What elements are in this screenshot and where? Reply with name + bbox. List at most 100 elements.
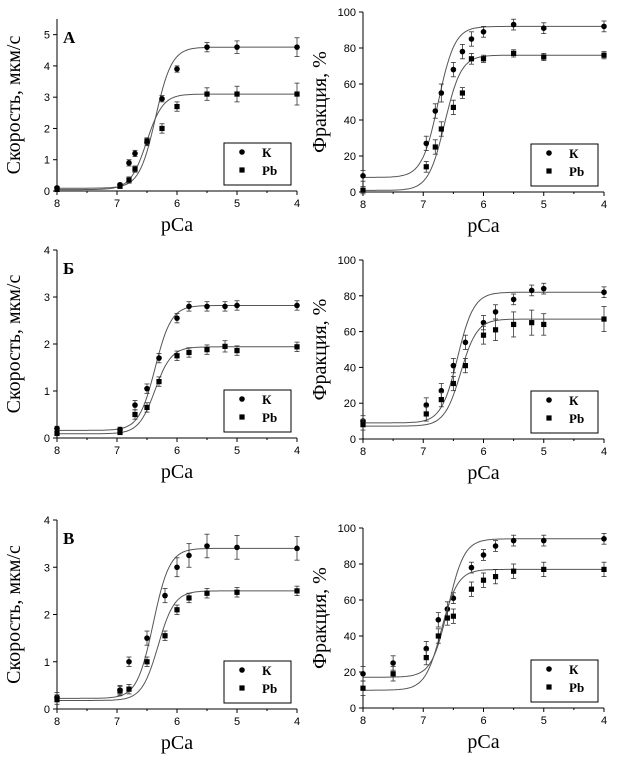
y-tick-label: 4 [44,61,50,73]
legend-label: К [262,663,272,678]
data-point [174,564,180,571]
panel-label: В [63,529,74,548]
y-tick-label: 20 [344,398,356,410]
data-point [432,144,438,150]
data-point [234,302,240,309]
y-tick-label: 2 [44,610,50,622]
x-tick-label: 6 [480,199,486,211]
y-tick-label: 100 [338,523,356,535]
data-point [462,363,469,369]
fit-curve [57,547,297,699]
data-point [144,385,150,392]
data-point [450,613,456,619]
data-point [126,160,132,166]
x-tick-label: 4 [601,715,607,727]
y-tick-label: 80 [344,291,356,303]
y-tick-label: 5 [44,30,50,42]
data-point [204,303,210,310]
data-point [294,344,300,350]
x-tick-label: 6 [174,198,180,210]
data-point [480,552,487,558]
data-point [435,633,441,639]
data-point [234,347,240,354]
y-axis-title: Фракция, % [309,299,331,401]
y-axis-title: Фракция, % [309,51,331,153]
data-point [390,660,396,666]
y-tick-label: 60 [344,595,356,607]
chart-panel: 8 7 6 5 4 0 1 2 3 4 pCa Скорость, мкм/с В К Pb [3,515,300,754]
data-point [132,166,138,172]
data-point [601,536,607,542]
data-point [132,150,138,157]
data-point [174,103,180,110]
legend-label: Pb [262,163,277,178]
x-tick-label: 8 [54,716,60,728]
data-point [186,595,192,601]
data-point [541,566,547,572]
data-point [510,296,517,303]
x-tick-label: 5 [541,715,547,727]
x-axis-title: pCa [467,462,499,484]
y-tick-label: 4 [44,245,50,257]
y-tick-label: 3 [44,92,50,104]
data-point [294,302,300,309]
data-point [117,183,123,189]
data-point [360,685,366,691]
data-point [423,655,429,661]
y-tick-label: 1 [44,155,50,167]
x-tick-label: 8 [54,445,60,457]
y-tick-label: 1 [44,386,50,398]
x-tick-label: 7 [420,715,426,727]
x-tick-label: 5 [541,446,547,458]
x-tick-label: 7 [114,716,120,728]
legend-label: К [569,393,579,408]
data-point [492,574,499,580]
data-point [541,54,547,60]
data-point [390,671,396,677]
y-tick-label: 40 [344,631,356,643]
x-tick-label: 6 [174,716,180,728]
data-point [601,566,607,572]
panel-label: А [63,28,76,47]
x-tick-label: 5 [541,199,547,211]
data-point [541,321,547,328]
data-point [540,537,547,544]
data-point [435,617,442,623]
data-point [360,671,366,677]
chart-panel: 8 7 6 5 4 0 1 2 3 4 5 pCa Скорость, мкм/с А К Pb [3,19,300,236]
data-point [529,320,535,326]
y-axis-title: Скорость, мкм/с [3,545,25,684]
data-point [540,285,547,292]
x-tick-label: 6 [480,715,486,727]
x-axis-title: pCa [467,731,499,753]
legend-marker [239,396,245,402]
y-tick-label: 2 [44,339,50,351]
x-axis-title: pCa [161,732,193,754]
legend: К Pb [223,142,292,186]
data-point [294,588,300,594]
fit-curve [363,568,604,691]
data-point [174,315,180,321]
legend-marker [239,667,245,673]
data-point [511,568,517,574]
y-tick-label: 0 [44,186,50,198]
data-point [159,125,165,132]
data-point [144,659,150,665]
x-axis-title: pCa [161,461,193,483]
x-axis-title: pCa [467,215,499,237]
x-tick-label: 4 [601,199,607,211]
y-tick-label: 80 [344,43,356,55]
data-point [450,104,456,110]
data-point [204,91,210,97]
y-tick-label: 100 [338,7,356,19]
data-point [360,422,366,428]
y-tick-label: 2 [44,123,50,135]
data-point [459,48,466,55]
legend-label: Pb [569,164,584,179]
legend-label: К [569,146,579,161]
legend-label: К [569,662,579,677]
data-point [117,688,123,694]
data-point [492,327,499,333]
